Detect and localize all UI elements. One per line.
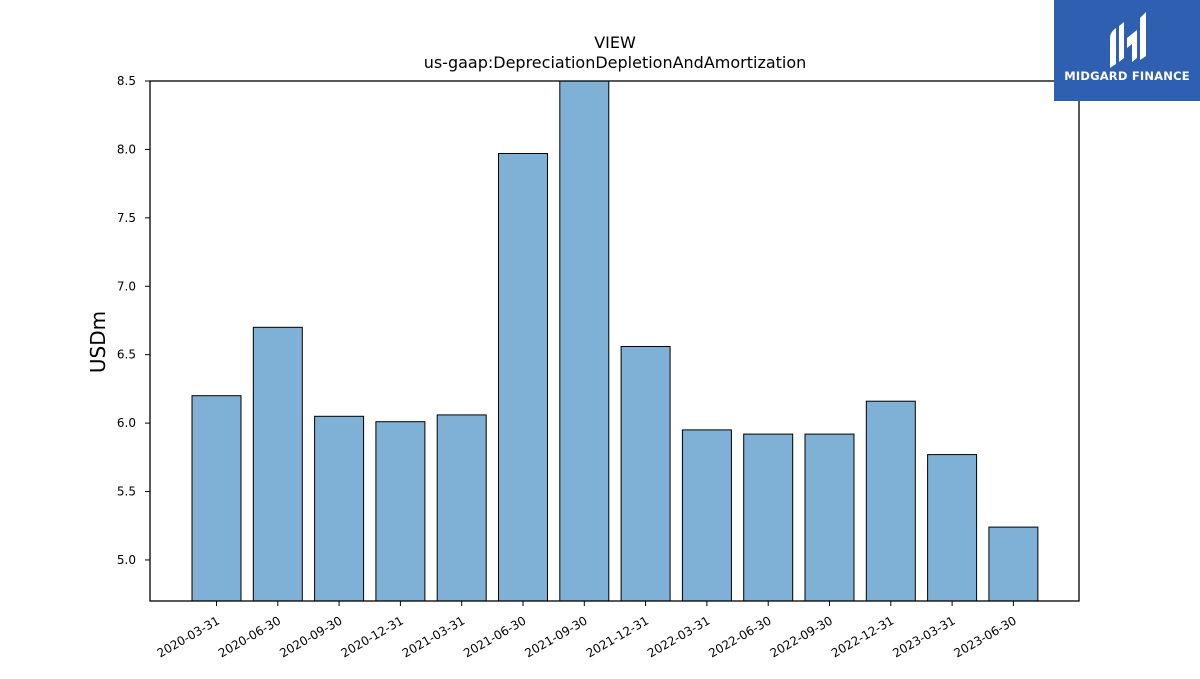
x-tick-label: 2020-09-30 — [277, 613, 344, 660]
y-tick-label: 8.5 — [117, 74, 136, 88]
y-tick-label: 5.5 — [117, 485, 136, 499]
x-tick-label: 2020-12-31 — [338, 613, 405, 660]
bar-2022-09-30 — [804, 433, 855, 602]
bar-2022-06-30 — [743, 433, 794, 602]
bar-2020-06-30 — [252, 326, 303, 602]
y-tick-label: 6.5 — [117, 348, 136, 362]
x-tick-label: 2022-03-31 — [645, 613, 712, 660]
x-tick-label: 2022-06-30 — [706, 613, 773, 660]
bar-2022-12-31 — [865, 400, 916, 602]
bar-2020-12-31 — [375, 421, 426, 602]
bar-2021-09-30 — [559, 80, 610, 602]
bar-2022-03-31 — [681, 429, 732, 602]
y-tick-label: 8.0 — [117, 142, 136, 156]
x-tick-label: 2023-06-30 — [951, 613, 1018, 660]
x-axis: 2020-03-312020-06-302020-09-302020-12-31… — [155, 601, 1019, 660]
chart-title: VIEW — [594, 33, 636, 52]
x-tick-label: 2023-03-31 — [890, 613, 957, 660]
x-tick-label: 2022-09-30 — [768, 613, 835, 660]
bars-group — [191, 80, 1039, 602]
y-axis-label: USDm — [86, 311, 110, 373]
x-tick-label: 2022-12-31 — [829, 613, 896, 660]
plot-frame — [149, 80, 1080, 602]
x-tick-label: 2021-06-30 — [461, 613, 528, 660]
x-tick-label: 2020-06-30 — [216, 613, 283, 660]
bar-2023-03-31 — [927, 454, 978, 602]
bar-2023-06-30 — [988, 526, 1039, 602]
bar-2021-06-30 — [498, 153, 548, 602]
brand-name: MIDGARD FINANCE — [1064, 69, 1190, 83]
logo-icon — [1110, 12, 1146, 68]
bar-2020-03-31 — [191, 395, 242, 602]
y-tick-label: 6.0 — [117, 416, 136, 430]
brand-logo: MIDGARD FINANCE — [1054, 0, 1200, 101]
chart-subtitle: us-gaap:DepreciationDepletionAndAmortiza… — [424, 53, 807, 72]
y-tick-label: 7.5 — [117, 211, 136, 225]
bar-2020-09-30 — [314, 415, 365, 602]
y-tick-label: 5.0 — [117, 553, 136, 567]
x-tick-label: 2021-03-31 — [400, 613, 467, 660]
x-tick-label: 2021-12-31 — [584, 613, 651, 660]
y-axis: 5.0 5.5 6.0 6.5 7.0 7.5 8.0 8.5 — [117, 74, 150, 567]
y-tick-label: 7.0 — [117, 279, 136, 293]
bar-2021-03-31 — [436, 414, 487, 602]
x-tick-label: 2021-09-30 — [522, 613, 589, 660]
x-tick-label: 2020-03-31 — [155, 613, 222, 660]
bar-2021-12-31 — [620, 346, 671, 602]
